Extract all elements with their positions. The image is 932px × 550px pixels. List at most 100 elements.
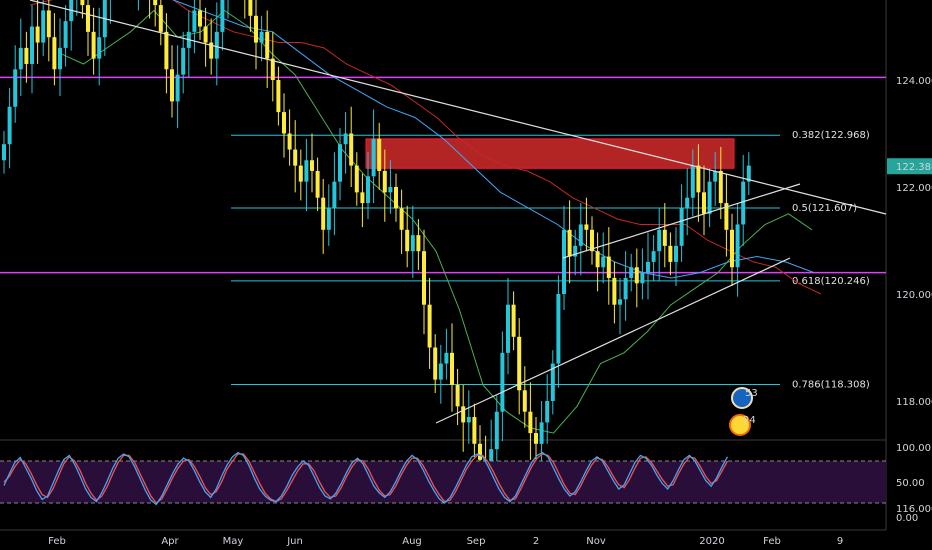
candle-body xyxy=(438,363,443,380)
time-tick-label: Apr xyxy=(161,536,179,547)
candle-body xyxy=(416,235,421,252)
candle-body xyxy=(511,304,516,337)
candle-body xyxy=(360,192,365,204)
candle-body xyxy=(707,181,712,214)
candle-body xyxy=(338,144,342,182)
trendlines xyxy=(29,0,887,424)
candle-body xyxy=(366,176,370,204)
candle-body xyxy=(354,165,359,193)
event-badges: 53 24 xyxy=(729,387,758,436)
candle-body xyxy=(46,10,51,38)
green-lagging-line xyxy=(59,9,813,434)
candle-body xyxy=(713,170,718,182)
time-tick-label: May xyxy=(223,536,244,547)
candle-body xyxy=(550,363,555,401)
ascending-support-trendline xyxy=(435,257,791,424)
candle-body xyxy=(741,181,746,225)
candle-body xyxy=(646,261,650,273)
event-badge-icon xyxy=(731,387,753,409)
candle-body xyxy=(158,5,163,32)
candle-body xyxy=(444,352,449,364)
price-axis: 130.000128.000126.000124.000122.000120.0… xyxy=(887,76,932,524)
candle-body xyxy=(282,112,286,134)
candle-body xyxy=(450,352,454,385)
time-tick-label: 2 xyxy=(533,536,539,547)
rsi-tick-label: 0.00 xyxy=(896,513,918,524)
candle-body xyxy=(399,208,404,230)
rsi-band xyxy=(0,461,886,503)
fib-level-label: 0.786(118.308) xyxy=(792,380,870,391)
candle-body xyxy=(433,347,438,380)
candle-body xyxy=(321,197,326,230)
candle-body xyxy=(567,229,572,257)
candle-body xyxy=(315,170,320,198)
candle-body xyxy=(265,31,270,59)
candle-body xyxy=(304,160,309,182)
rsi-main-line xyxy=(3,451,729,506)
candle-body xyxy=(584,224,589,230)
candle-body xyxy=(209,42,214,59)
candle-body xyxy=(287,133,292,150)
candle-body xyxy=(696,165,701,193)
candle-body xyxy=(97,37,102,59)
candle-body xyxy=(203,26,208,43)
price-tick-label: 120.000 xyxy=(896,290,932,301)
time-tick-label: Aug xyxy=(402,536,422,547)
grid xyxy=(0,0,887,531)
candle-body xyxy=(651,251,656,262)
candle-body xyxy=(349,133,354,166)
candle-body xyxy=(422,251,426,305)
current-price-label: 122.388 xyxy=(896,162,932,173)
candle-body xyxy=(18,47,23,70)
candle-body xyxy=(718,170,723,204)
candle-body xyxy=(377,138,382,171)
candle-body xyxy=(612,277,617,305)
candle-body xyxy=(153,0,158,6)
candle-body xyxy=(214,31,219,59)
candle-body xyxy=(371,138,376,177)
blue-conversion-line xyxy=(171,0,815,279)
rsi-tick-label: 50.00 xyxy=(896,478,925,489)
time-tick-label: Feb xyxy=(763,536,781,547)
candle-body xyxy=(730,229,734,268)
fib-level-label: 0.5(121.607) xyxy=(792,203,857,214)
candle-body xyxy=(494,411,499,450)
candle-body xyxy=(735,224,740,268)
candle-body xyxy=(394,187,398,209)
candle-body xyxy=(606,256,611,278)
candle-body xyxy=(254,15,258,43)
time-tick-label: Sep xyxy=(467,536,486,547)
candle-body xyxy=(181,47,186,75)
candle-body xyxy=(466,417,471,423)
candle-body xyxy=(545,401,550,423)
candle-body xyxy=(175,74,180,102)
candles xyxy=(2,0,751,503)
candle-body xyxy=(35,26,40,43)
current-price-marker xyxy=(887,158,932,175)
candle-body xyxy=(455,384,460,407)
candle-body xyxy=(702,192,706,214)
red-baseline-line xyxy=(29,0,822,295)
candle-body xyxy=(427,304,432,348)
candle-body xyxy=(668,245,673,262)
price-tick-label: 124.000 xyxy=(896,76,932,87)
candle-body xyxy=(220,0,225,32)
candle-body xyxy=(86,5,90,32)
candle-body xyxy=(556,294,561,364)
candle-body xyxy=(80,0,85,6)
time-tick-label: 9 xyxy=(837,536,843,547)
resistance-zone xyxy=(365,138,735,169)
candle-body xyxy=(562,229,566,294)
candle-body xyxy=(679,208,684,246)
time-axis: Feb Apr May Jun Aug Sep 2 Nov 2020 Feb 9 xyxy=(48,536,843,547)
candle-body xyxy=(259,31,264,43)
resistance-zone-box xyxy=(365,138,735,169)
candle-body xyxy=(343,133,348,145)
candle-body xyxy=(248,0,253,16)
candle-body xyxy=(170,69,174,102)
time-tick-label: 2020 xyxy=(699,536,724,547)
candle-body xyxy=(91,31,96,59)
price-tick-label: 118.000 xyxy=(896,397,932,408)
candle-body xyxy=(724,203,729,230)
candle-body xyxy=(618,299,622,305)
